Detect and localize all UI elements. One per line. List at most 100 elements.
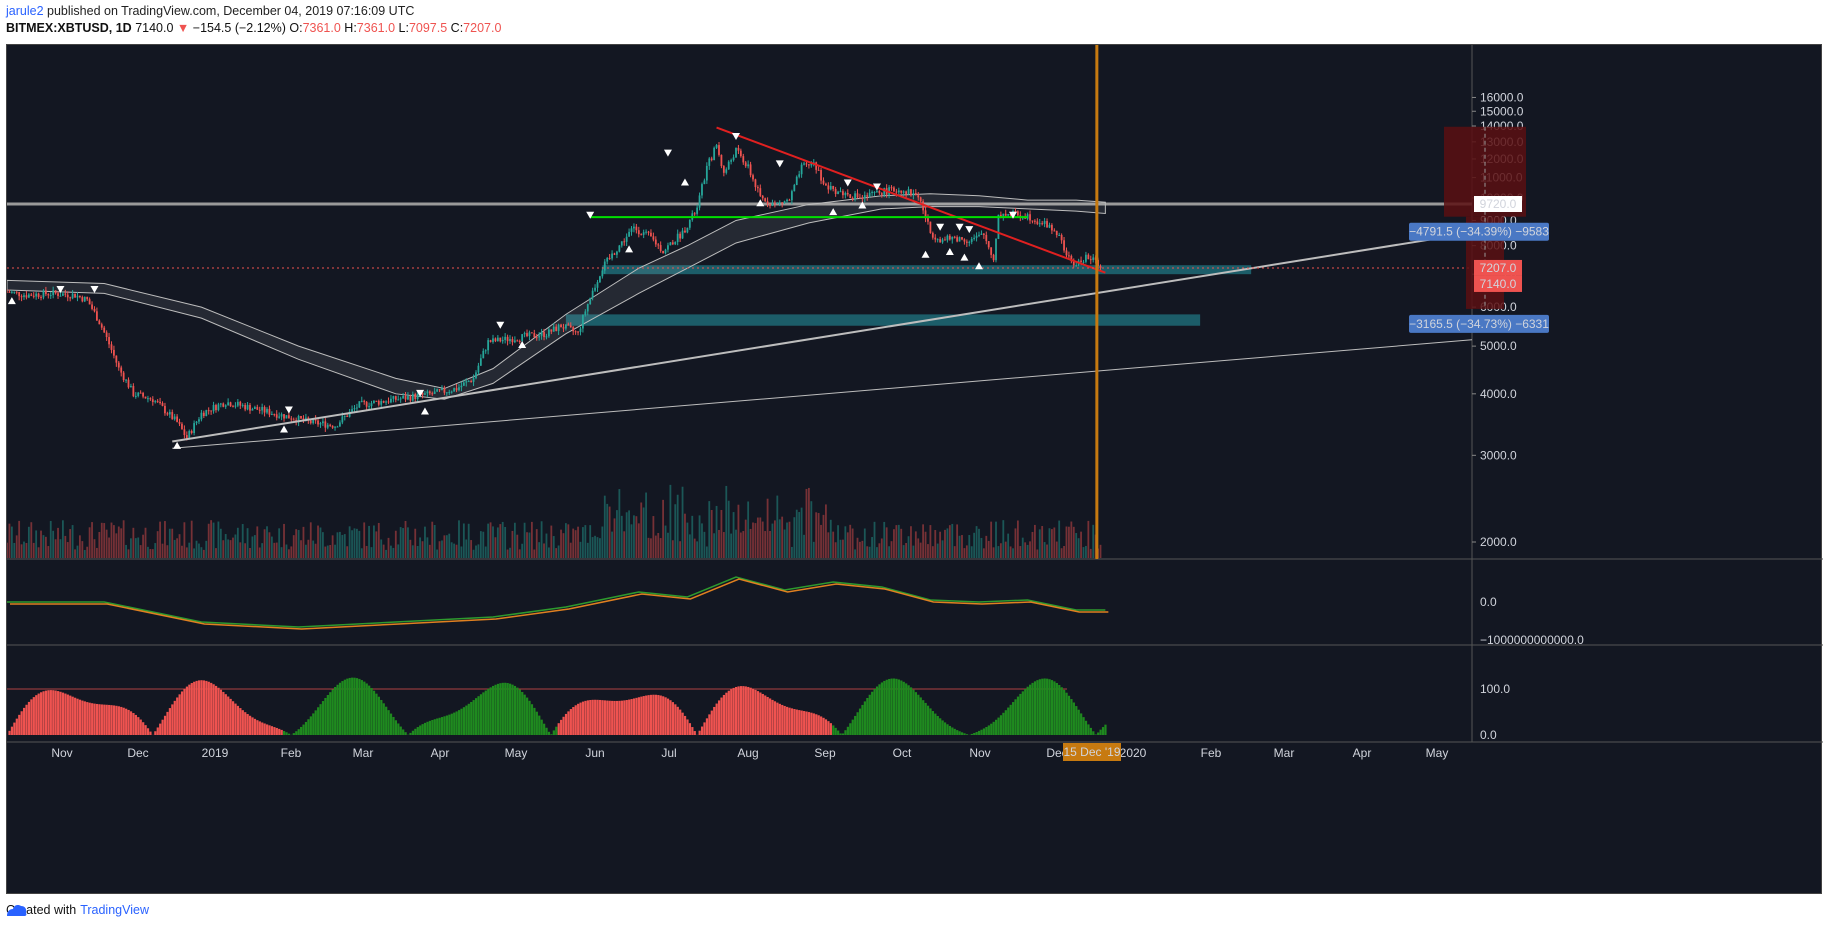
histogram-bar bbox=[951, 727, 954, 735]
histogram-bar bbox=[382, 703, 385, 735]
histogram-bar bbox=[761, 693, 764, 735]
volume-bar bbox=[618, 489, 621, 558]
candle-body bbox=[922, 201, 925, 211]
volume-bar bbox=[346, 546, 349, 558]
histogram-series bbox=[8, 677, 1107, 735]
volume-bar bbox=[885, 527, 888, 558]
histogram-bar bbox=[1075, 706, 1078, 735]
long-trendline bbox=[172, 339, 1473, 449]
histogram-bar bbox=[747, 686, 750, 735]
volume-bar bbox=[701, 523, 703, 558]
histogram-bar bbox=[946, 724, 949, 735]
histogram-bar bbox=[229, 698, 232, 735]
volume-bar bbox=[613, 518, 616, 558]
candle-body bbox=[343, 415, 346, 417]
volume-bar bbox=[147, 546, 149, 558]
volume-bar bbox=[844, 526, 847, 558]
candle-body bbox=[965, 241, 968, 243]
volume-bar bbox=[98, 531, 101, 558]
volume-bar bbox=[421, 541, 424, 558]
histogram-bar bbox=[120, 706, 123, 735]
volume-bar bbox=[900, 528, 903, 558]
candle-body bbox=[769, 203, 771, 206]
volume-bar bbox=[246, 528, 249, 558]
volume-bar bbox=[888, 546, 890, 558]
histogram-bar bbox=[717, 700, 721, 735]
triangle-down-icon bbox=[872, 183, 881, 191]
histogram-bar bbox=[854, 715, 857, 735]
candle-body bbox=[1036, 221, 1039, 224]
candle-body bbox=[329, 424, 332, 426]
histogram-bar bbox=[990, 723, 993, 735]
histogram-bar bbox=[1084, 720, 1088, 735]
histogram-bar bbox=[334, 686, 337, 735]
histogram-bar bbox=[474, 698, 478, 735]
candle-body bbox=[1031, 220, 1034, 222]
histogram-bar bbox=[462, 707, 466, 735]
candle-body bbox=[482, 350, 485, 359]
candle-body bbox=[912, 193, 915, 196]
histogram-bar bbox=[693, 731, 696, 735]
candle-body bbox=[336, 426, 339, 428]
volume-bar bbox=[800, 507, 803, 558]
histogram-bar bbox=[91, 703, 94, 735]
volume-bar bbox=[545, 533, 548, 558]
candle-body bbox=[373, 400, 375, 404]
triangle-up-icon bbox=[173, 441, 182, 449]
chart-area[interactable]: 16000.015000.014000.013000.012000.011000… bbox=[6, 44, 1823, 895]
histogram-bar bbox=[948, 725, 952, 735]
histogram-bar bbox=[266, 724, 269, 735]
candle-body bbox=[137, 392, 140, 396]
triangle-up-icon bbox=[7, 297, 16, 305]
candle-body bbox=[168, 412, 171, 415]
volume-bar bbox=[482, 531, 485, 558]
candle-body bbox=[86, 296, 89, 300]
author-link[interactable]: jarule2 bbox=[6, 4, 44, 18]
volume-bar bbox=[637, 523, 640, 558]
volume-bar bbox=[924, 531, 927, 558]
histogram-bar bbox=[241, 710, 244, 735]
histogram-bar bbox=[953, 728, 956, 735]
volume-bar bbox=[863, 528, 866, 558]
volume-bar bbox=[693, 538, 696, 558]
tradingview-link[interactable]: TradingView bbox=[80, 903, 149, 917]
histogram-bar bbox=[987, 725, 990, 735]
volume-bar bbox=[985, 535, 988, 558]
histogram-bar bbox=[110, 705, 113, 735]
histogram-bar bbox=[76, 698, 79, 735]
histogram-bar bbox=[103, 704, 106, 735]
volume-bar bbox=[1070, 521, 1073, 558]
volume-bar bbox=[684, 513, 686, 558]
histogram-bar bbox=[319, 704, 322, 735]
volume-bar bbox=[970, 546, 973, 558]
chart-svg[interactable]: 16000.015000.014000.013000.012000.011000… bbox=[7, 45, 1823, 895]
volume-bar bbox=[117, 526, 120, 558]
candle-body bbox=[630, 228, 633, 232]
volume-bar bbox=[589, 525, 592, 558]
x-tick-label: Dec bbox=[127, 746, 148, 760]
candle-body bbox=[64, 293, 67, 295]
candle-body bbox=[287, 415, 290, 419]
histogram-bar bbox=[1019, 693, 1022, 735]
histogram-bar bbox=[509, 683, 512, 735]
volume-bar bbox=[164, 521, 166, 558]
triangle-up-icon bbox=[625, 245, 634, 253]
candle-body bbox=[948, 235, 951, 240]
volume-bar bbox=[200, 547, 203, 558]
histogram-bar bbox=[445, 715, 449, 735]
hist-tick-label: 100.0 bbox=[1480, 682, 1510, 696]
volume-bar bbox=[154, 543, 157, 558]
histogram-bar bbox=[829, 723, 832, 735]
candle-body bbox=[222, 403, 225, 407]
triangle-up-icon bbox=[518, 340, 527, 348]
volume-bar bbox=[516, 534, 519, 558]
volume-bar bbox=[999, 543, 1002, 558]
histogram-bar bbox=[32, 697, 35, 735]
candle-body bbox=[88, 299, 91, 305]
histogram-bar bbox=[346, 678, 349, 735]
volume-bar bbox=[990, 521, 993, 558]
triangle-down-icon bbox=[1009, 211, 1018, 219]
histogram-bar bbox=[171, 704, 174, 735]
candle-body bbox=[421, 392, 424, 395]
histogram-bar bbox=[492, 685, 495, 735]
